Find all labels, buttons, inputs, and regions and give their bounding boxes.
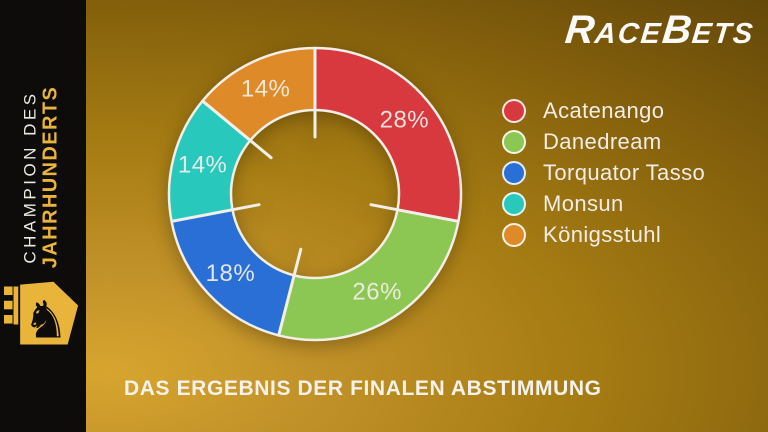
legend-color-dot	[502, 99, 526, 123]
slice-value-label: 26%	[352, 278, 402, 305]
donut-segment-danedream	[277, 208, 460, 342]
sidebar-title-line2: JAHRHUNDERTS	[39, 85, 62, 269]
legend-item: Torquator Tasso	[502, 160, 706, 185]
slice-value-label: 14%	[241, 76, 291, 103]
legend-label: Torquator Tasso	[543, 160, 706, 185]
racebets-logo-part: B	[659, 8, 695, 52]
legend: Acatenango Danedream Torquator Tasso Monsun…	[502, 98, 706, 255]
legend-color-dot	[502, 161, 526, 185]
slice-value-label: 18%	[206, 260, 256, 287]
sidebar-title-line1: CHAMPION DES	[20, 90, 40, 264]
racebets-logo-part: ACE	[592, 18, 664, 50]
slice-value-label: 14%	[178, 152, 228, 179]
legend-color-dot	[502, 223, 526, 247]
donut-segment-acatenango	[313, 46, 463, 223]
segment-divider	[171, 203, 261, 223]
champion-horse-logo: ♞	[4, 281, 80, 349]
legend-item: Monsun	[502, 191, 705, 216]
legend-label: Acatenango	[543, 98, 665, 123]
racebets-logo-part: R	[562, 8, 598, 52]
racebets-logo: RACEBETS	[562, 7, 757, 62]
slice-value-label: 28%	[380, 107, 430, 134]
caption: DAS ERGEBNIS DER FINALEN ABSTIMMUNG	[124, 377, 602, 400]
legend-label: Monsun	[543, 191, 624, 216]
segment-divider	[277, 247, 303, 336]
donut-chart-svg: 28% 26% 18% 14% 14%	[167, 46, 463, 342]
legend-item: Acatenango	[502, 98, 705, 123]
legend-color-dot	[502, 130, 526, 154]
donut-chart: 28% 26% 18% 14% 14%	[150, 29, 480, 359]
legend-item: Königsstuhl	[502, 222, 705, 247]
segment-divider	[201, 100, 273, 160]
legend-item: Danedream	[502, 129, 705, 154]
sidebar-title: CHAMPION DES JAHRHUNDERTS	[20, 86, 61, 268]
legend-label: Königsstuhl	[543, 222, 662, 247]
racebets-logo-part: ETS	[689, 18, 756, 50]
horse-knight-icon: ♞	[4, 281, 79, 348]
legend-label: Danedream	[543, 129, 662, 154]
sidebar: CHAMPION DES JAHRHUNDERTS ♞	[0, 0, 86, 432]
segment-divider	[369, 203, 459, 223]
horse-glyph: ♞	[23, 291, 69, 348]
legend-color-dot	[502, 192, 526, 216]
